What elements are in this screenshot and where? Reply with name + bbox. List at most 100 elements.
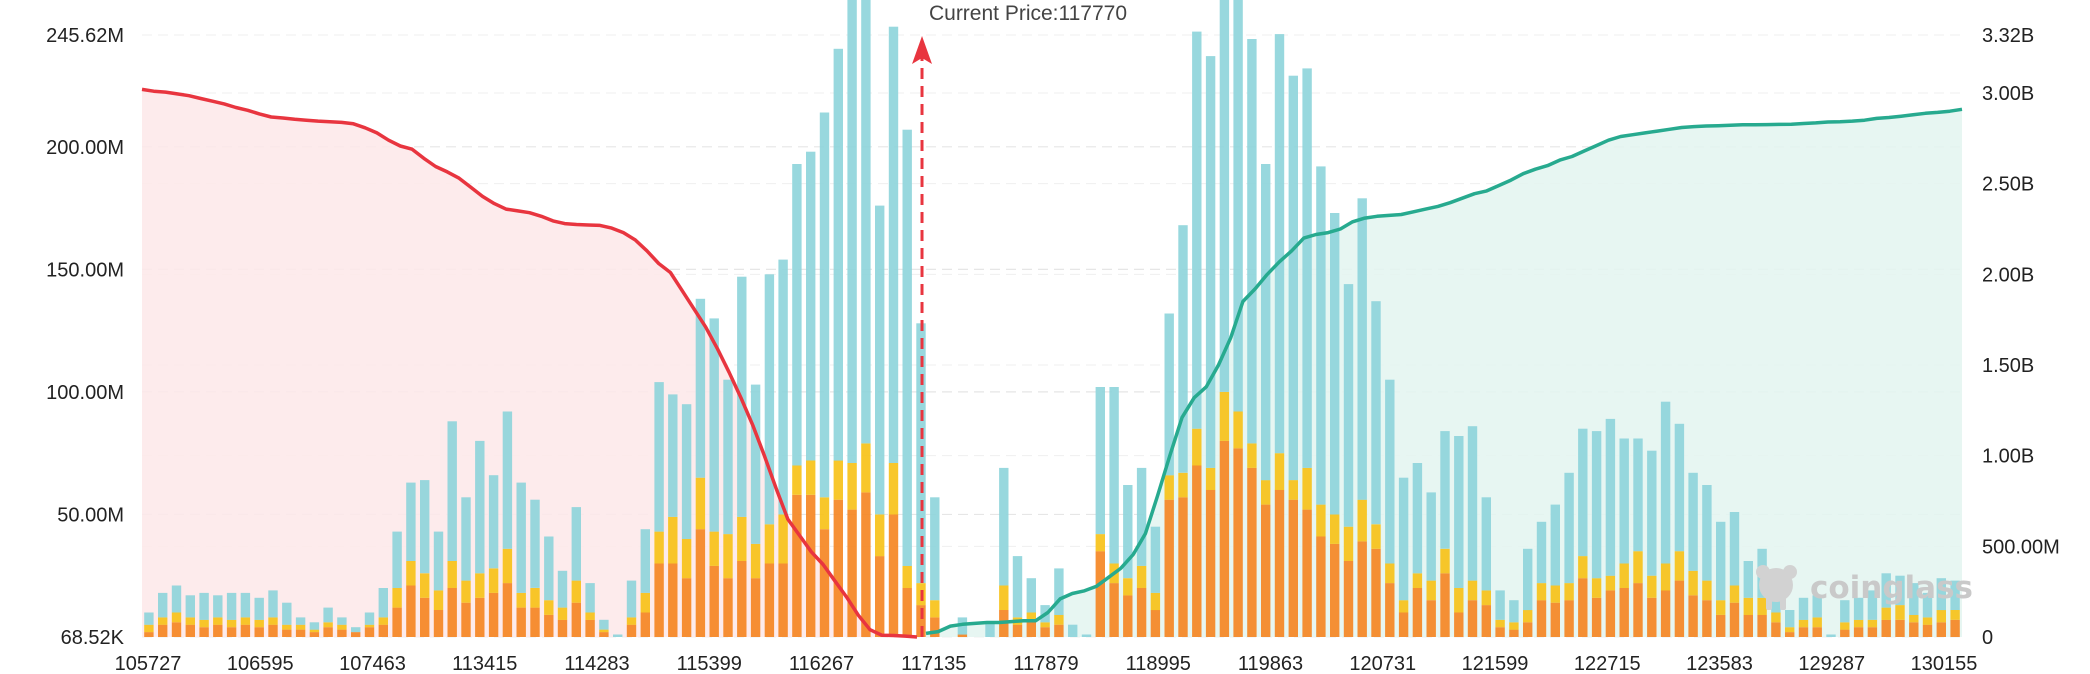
right-axis-tick-label: 0 — [1982, 627, 1993, 649]
cumulative-lines — [141, 87, 1963, 639]
bar-stack — [1012, 556, 1023, 637]
right-axis-tick-label: 1.00B — [1982, 446, 2034, 468]
series3-bar — [1178, 225, 1188, 473]
series3-bar — [1660, 401, 1671, 564]
series3-bar — [1440, 431, 1450, 549]
series1-bar — [875, 556, 885, 637]
series1-bar — [1509, 629, 1519, 637]
series3-bar — [544, 536, 554, 601]
series3-bar — [1026, 578, 1036, 613]
series3-bar — [254, 597, 264, 620]
bar-stack — [185, 595, 195, 637]
series2-bar — [668, 516, 678, 564]
series3-bar — [268, 590, 278, 618]
series1-bar — [1054, 624, 1064, 637]
series1-bar — [819, 529, 830, 637]
series2-bar — [1647, 575, 1657, 598]
bar-stack — [226, 592, 237, 637]
series2-bar — [861, 443, 871, 493]
bar-stack — [378, 588, 388, 637]
right-axis-tick-label: 2.00B — [1982, 264, 2034, 286]
series2-bar — [1840, 622, 1850, 630]
series3-bar — [792, 164, 802, 466]
series1-bar — [516, 607, 526, 637]
series1-bar — [833, 499, 843, 637]
series2-bar — [323, 622, 333, 628]
bar-stack — [282, 602, 292, 637]
series3-bar — [1536, 521, 1547, 584]
series1-bar — [530, 607, 540, 637]
series1-bar — [1440, 573, 1450, 637]
series3-bar — [668, 394, 678, 517]
left-y-axis: 68.52K 50.00M 100.00M 150.00M 200.00M 245.62M — [46, 25, 125, 649]
series2-bar — [226, 619, 237, 628]
series1-bar — [930, 617, 940, 637]
bar-stack — [1909, 583, 1919, 637]
series1-bar — [723, 578, 733, 637]
series3-bar — [1371, 301, 1381, 525]
series2-bar — [171, 612, 182, 623]
series1-bar — [916, 605, 926, 637]
series3-bar — [1798, 597, 1809, 620]
series3-bar — [392, 531, 402, 588]
bar-stack — [1591, 431, 1602, 637]
series1-bar — [1536, 600, 1547, 637]
right-axis-tick-label: 3.32B — [1982, 25, 2034, 47]
series1-bar — [1288, 499, 1298, 637]
series2-bar — [1371, 524, 1381, 549]
series1-bar — [171, 622, 182, 637]
series3-bar — [1647, 450, 1657, 576]
bar-stack — [268, 590, 278, 637]
bar-stack — [1026, 578, 1036, 637]
series3-bar — [461, 497, 471, 581]
series2-bar — [1330, 514, 1340, 544]
series2-bar — [420, 573, 430, 598]
series1-bar — [1674, 580, 1685, 637]
series3-bar — [875, 205, 885, 515]
series2-bar — [930, 600, 940, 618]
series2-bar — [833, 460, 843, 500]
series3-bar — [1233, 0, 1243, 412]
series2-bar — [778, 514, 788, 564]
series1-bar — [185, 624, 195, 637]
series2-bar — [1564, 583, 1574, 601]
series3-bar — [1123, 485, 1133, 579]
bar-stack — [530, 499, 540, 637]
series1-bar — [1330, 543, 1340, 637]
coinglass-logo-icon — [1756, 565, 1797, 610]
x-axis-tick-label: 115399 — [677, 653, 742, 674]
series3-bar — [488, 475, 499, 569]
series1-bar — [1716, 614, 1726, 637]
bar-stack — [1454, 436, 1464, 637]
series2-bar — [392, 588, 402, 608]
series2-bar — [378, 617, 388, 625]
bar-stack — [1716, 521, 1726, 637]
series3-bar — [502, 411, 513, 549]
series3-bar — [433, 531, 444, 591]
bar-stack — [1095, 387, 1105, 637]
series3-bar — [1192, 31, 1202, 429]
bar-stack — [1798, 597, 1809, 637]
series3-bar — [1716, 521, 1726, 601]
series2-bar — [295, 624, 306, 630]
up-arrow-icon — [912, 36, 933, 64]
bar-stack — [778, 259, 788, 637]
bar-stack — [1247, 39, 1257, 637]
x-axis-tick-label: 116267 — [789, 653, 854, 674]
series3-bar — [1068, 624, 1078, 637]
right-axis-tick-label: 2.50B — [1982, 174, 2034, 196]
series1-bar — [1633, 583, 1643, 637]
bar-stack — [420, 480, 430, 637]
series2-bar — [1095, 534, 1105, 552]
series2-bar — [1950, 610, 1960, 620]
series3-bar — [1674, 423, 1685, 552]
series1-bar — [1026, 622, 1036, 637]
bar-stack — [833, 48, 843, 637]
series1-bar — [847, 509, 857, 637]
series1-bar — [1426, 600, 1436, 637]
series3-bar — [1481, 497, 1491, 591]
series3-bar — [1840, 600, 1850, 623]
series2-bar — [530, 588, 540, 608]
series2-bar — [1412, 573, 1423, 588]
series2-bar — [1454, 588, 1464, 613]
